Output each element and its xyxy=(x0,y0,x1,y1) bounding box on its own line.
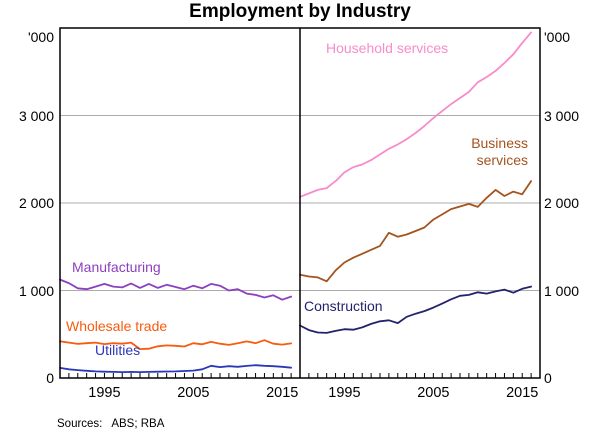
x-tick-label-left-2005: 2005 xyxy=(177,385,210,401)
series-label-business-services: Business services xyxy=(471,135,528,168)
line-utilities xyxy=(59,364,293,374)
y-tick-label-left-2000: 2 000 xyxy=(18,195,54,211)
series-label-wholesale-trade: Wholesale trade xyxy=(66,318,168,334)
series-label-utilities: Utilities xyxy=(95,342,141,358)
sources-note: Sources: ABS; RBA xyxy=(57,418,165,430)
y-tick-label-right-2000: 2 000 xyxy=(544,195,580,211)
y-tick-label-left-1000: 1 000 xyxy=(18,282,54,299)
y-tick-label-right-1000: 1 000 xyxy=(544,282,580,299)
y-tick-label-left-3000: 3 000 xyxy=(18,107,54,124)
x-tick-label-right-1995: 1995 xyxy=(328,385,361,401)
y-tick-label-left-4000: '000 xyxy=(27,29,54,45)
line-manufacturing xyxy=(59,278,293,301)
series-label-construction: Construction xyxy=(304,298,383,314)
x-tick-label-right-2015: 2015 xyxy=(506,385,539,401)
series-label-household-services: Household services xyxy=(326,40,449,56)
x-tick-label-left-1995: 1995 xyxy=(88,385,121,401)
series-label-manufacturing: Manufacturing xyxy=(72,259,161,275)
line-construction xyxy=(299,285,532,334)
y-tick-label-right-0: 0 xyxy=(544,370,552,386)
y-tick-label-right-3000: 3 000 xyxy=(544,107,580,124)
y-tick-label-left-0: 0 xyxy=(46,370,54,386)
x-tick-label-right-2005: 2005 xyxy=(417,385,450,401)
line-business-services xyxy=(299,180,532,283)
chart-title: Employment by Industry xyxy=(189,1,411,22)
line-household-services xyxy=(299,31,532,198)
y-tick-label-right-4000: '000 xyxy=(544,29,571,45)
x-tick-label-left-2015: 2015 xyxy=(266,385,299,401)
line-wholesale-trade xyxy=(59,339,293,351)
